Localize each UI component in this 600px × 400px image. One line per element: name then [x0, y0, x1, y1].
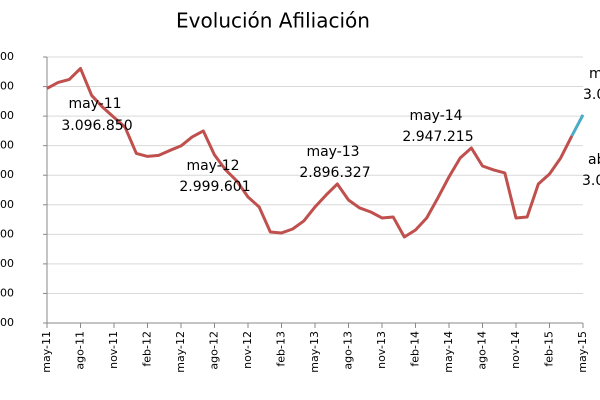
y-tick-label: 3.100.000	[0, 80, 14, 93]
y-tick-label: 2.850.000	[0, 227, 14, 240]
chart-title: Evolución Afiliación	[176, 9, 370, 33]
x-tick-label: ago-13	[342, 331, 355, 370]
point-label: abr-15	[588, 152, 600, 168]
y-tick-label: 3.050.000	[0, 109, 14, 122]
point-label: may-11	[68, 96, 121, 112]
value-label: 3.052.200	[583, 87, 600, 103]
x-tick-label: may-11	[40, 331, 53, 373]
value-label: 3.016.400	[582, 173, 600, 189]
y-tick-label: 2.800.000	[0, 257, 14, 270]
x-tick-label: may-13	[308, 331, 321, 373]
x-tick-label: nov-12	[241, 331, 254, 369]
y-tick-label: 3.000.000	[0, 139, 14, 152]
y-tick-label: 2.700.000	[0, 316, 14, 329]
x-tick-label: may-12	[174, 331, 187, 373]
y-tick-label: 2.950.000	[0, 168, 14, 181]
x-tick-label: may-14	[442, 331, 455, 373]
point-label: may-13	[306, 144, 359, 160]
x-tick-label: nov-11	[107, 331, 120, 369]
value-label: 2.999.601	[179, 179, 250, 195]
point-label: may-15	[589, 66, 600, 82]
line-series	[46, 66, 574, 239]
x-tick-label: ago-12	[208, 331, 221, 370]
x-tick-label: feb-15	[543, 331, 556, 367]
x-tick-label: nov-13	[375, 331, 388, 369]
x-tick-label: feb-13	[275, 331, 288, 367]
y-tick-label: 3.150.000	[0, 50, 14, 63]
value-label: 2.947.215	[402, 129, 473, 145]
line-series	[570, 114, 585, 137]
x-tick-label: ago-14	[476, 331, 489, 370]
x-tick-label: feb-12	[141, 331, 154, 367]
value-label: 3.096.850	[61, 118, 132, 134]
x-tick-label: may-15	[576, 331, 589, 373]
y-tick-label: 2.900.000	[0, 198, 14, 211]
point-label: may-12	[186, 158, 239, 174]
point-label: may-14	[409, 108, 462, 124]
y-tick-label: 2.750.000	[0, 286, 14, 299]
value-label: 2.896.327	[299, 165, 370, 181]
x-tick-label: feb-14	[409, 331, 422, 367]
x-tick-label: ago-11	[74, 331, 87, 370]
x-tick-label: nov-14	[509, 331, 522, 369]
